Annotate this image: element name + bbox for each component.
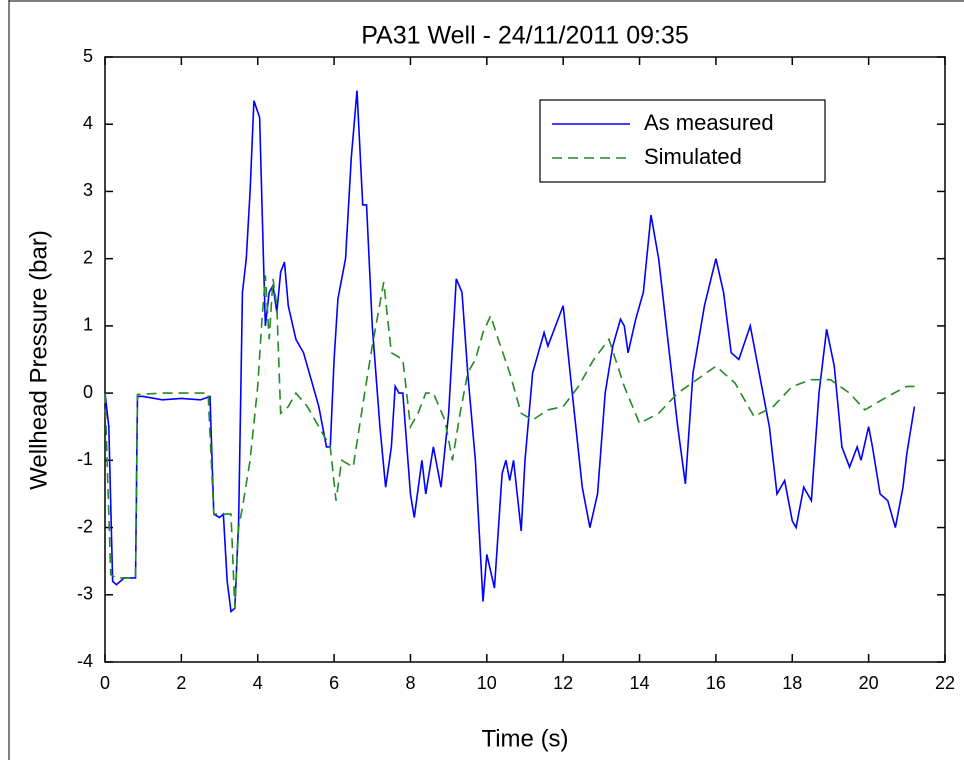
x-tick-label: 10 (477, 673, 497, 693)
x-tick-label: 8 (405, 673, 415, 693)
line-series (104, 275, 915, 609)
legend-label: As measured (644, 110, 774, 135)
y-axis-label: Wellhead Pressure (bar) (25, 230, 52, 490)
x-tick-label: 22 (935, 673, 955, 693)
x-tick-label: 2 (176, 673, 186, 693)
x-tick-label: 16 (706, 673, 726, 693)
x-tick-label: 14 (630, 673, 650, 693)
x-tick-label: 20 (859, 673, 879, 693)
y-tick-label: -2 (77, 516, 93, 536)
y-tick-label: 2 (83, 247, 93, 267)
x-tick-label: 12 (553, 673, 573, 693)
line-series (104, 90, 916, 614)
y-tick-label: 0 (83, 382, 93, 402)
plot-area (104, 56, 946, 663)
x-tick-label: 6 (329, 673, 339, 693)
legend-label: Simulated (644, 144, 742, 169)
y-tick-label: 1 (83, 315, 93, 335)
y-tick-label: 5 (83, 46, 93, 66)
legend-box (539, 99, 826, 183)
x-axis-label: Time (s) (481, 725, 568, 752)
x-tick-label: 4 (253, 673, 263, 693)
x-tick-label: 0 (100, 673, 110, 693)
y-tick-label: -1 (77, 449, 93, 469)
y-tick-label: 3 (83, 180, 93, 200)
chart-title: PA31 Well - 24/11/2011 09:35 (361, 22, 689, 50)
y-tick-label: -4 (77, 651, 93, 671)
x-tick-label: 18 (782, 673, 802, 693)
y-tick-label: -3 (77, 584, 93, 604)
y-tick-label: 4 (83, 113, 93, 133)
